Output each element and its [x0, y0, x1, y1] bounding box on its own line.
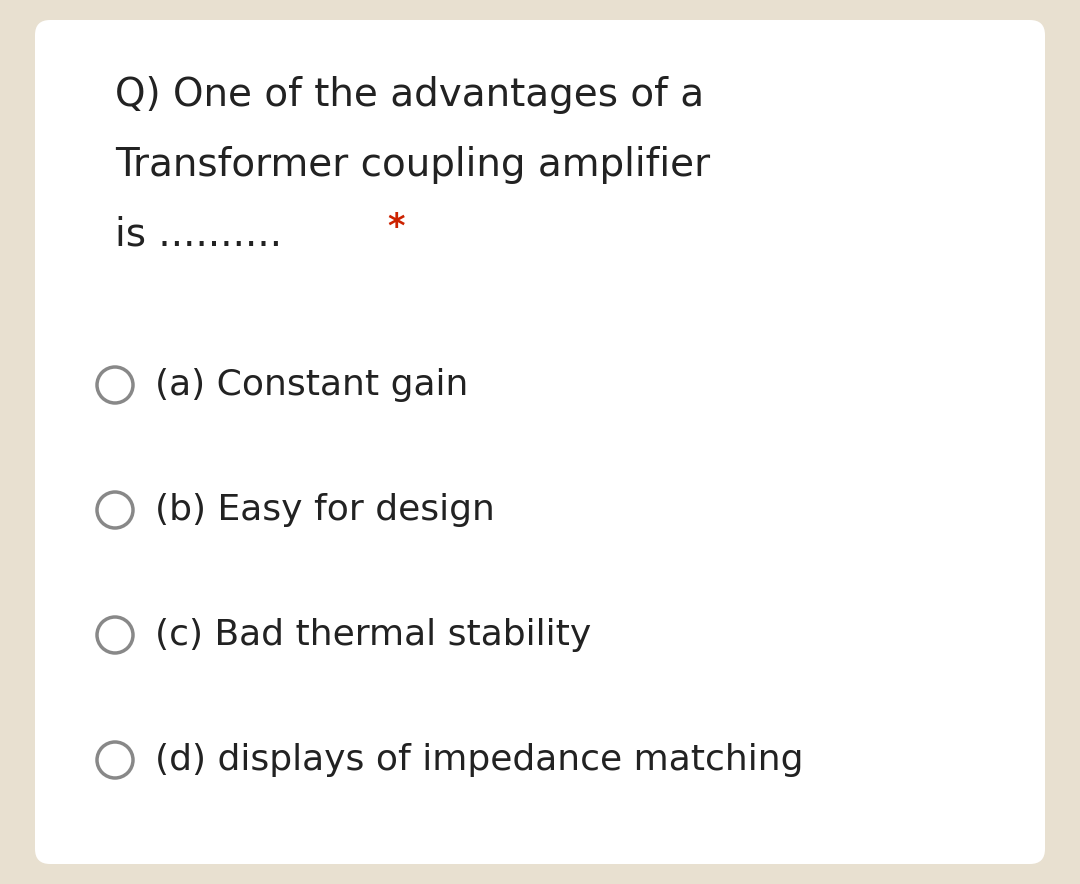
Text: (c) Bad thermal stability: (c) Bad thermal stability: [156, 618, 591, 652]
Text: Q) One of the advantages of a: Q) One of the advantages of a: [114, 76, 704, 114]
Text: (d) displays of impedance matching: (d) displays of impedance matching: [156, 743, 804, 777]
Text: (a) Constant gain: (a) Constant gain: [156, 368, 469, 402]
Text: (b) Easy for design: (b) Easy for design: [156, 493, 495, 527]
Text: *: *: [387, 210, 405, 243]
Text: Transformer coupling amplifier: Transformer coupling amplifier: [114, 146, 711, 184]
Text: is ..........: is ..........: [114, 216, 282, 254]
FancyBboxPatch shape: [35, 20, 1045, 864]
